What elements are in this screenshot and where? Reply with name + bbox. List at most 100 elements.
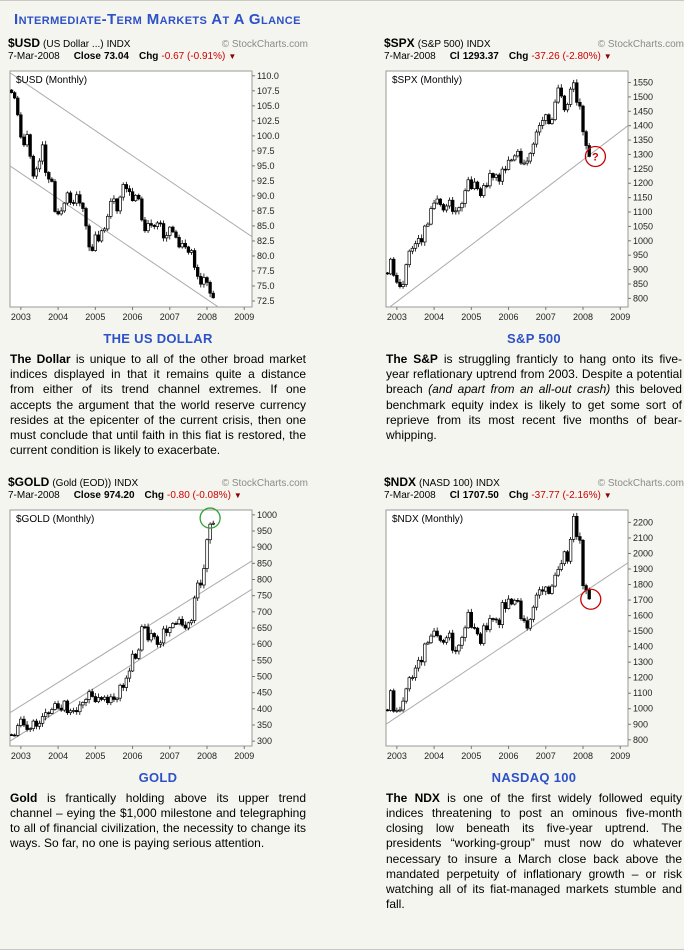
gold-header-line2: 7-Mar-2008 Close 974.20 Chg -0.80 (-0.08%) ▼ [8,490,308,501]
svg-text:2008: 2008 [197,751,217,761]
page-title: Intermediate-Term Markets At A Glance [14,11,301,28]
svg-text:2008: 2008 [573,751,593,761]
svg-text:750: 750 [257,590,272,600]
svg-text:80.0: 80.0 [257,251,275,261]
commentary-text: is unique to all of the other broad mark… [10,352,306,458]
ndx-header-line2: 7-Mar-2008 Cl 1707.50 Chg -37.77 (-2.16%) ▼ [384,490,684,501]
svg-text:2007: 2007 [536,312,556,322]
gold-header-line1: $GOLD (Gold (EOD)) INDX © StockCharts.co… [8,475,308,489]
svg-text:2007: 2007 [160,751,180,761]
svg-text:300: 300 [257,736,272,746]
quote-date: 7-Mar-2008 [384,489,436,501]
svg-text:1500: 1500 [633,92,653,102]
svg-text:$GOLD (Monthly): $GOLD (Monthly) [16,514,94,525]
commentary-text: (and apart from an all-out crash) [428,382,611,397]
svg-text:1150: 1150 [633,193,652,203]
svg-text:1300: 1300 [633,149,653,159]
svg-text:1400: 1400 [633,121,653,131]
close-value: 1707.50 [462,489,499,501]
svg-text:2006: 2006 [123,751,143,761]
svg-text:2007: 2007 [536,751,556,761]
copyright-label: © StockCharts.com [221,39,308,50]
svg-text:1700: 1700 [633,595,653,605]
ticker-description: (NASD 100) [419,477,473,489]
gold-monthly-chart: 300 350 400 450 500 550 600 650 700 750 800 850 900 9… [9,507,277,761]
usd-monthly-chart: 72.5 75.0 77.5 80.0 82.5 85.0 87.5 90.0 92.5 95.0… [9,70,280,322]
svg-text:1450: 1450 [633,106,653,116]
svg-text:2005: 2005 [85,751,105,761]
commentary-text: is frantically holding above its upper t… [10,790,306,851]
svg-text:2003: 2003 [11,312,31,322]
svg-text:2004: 2004 [424,312,444,322]
svg-text:87.5: 87.5 [257,206,275,216]
spx-header-line1: $SPX (S&P 500) INDX © StockCharts.com [384,36,684,50]
svg-text:1200: 1200 [633,178,653,188]
svg-text:650: 650 [257,623,272,633]
svg-text:1000: 1000 [633,236,653,246]
commentary-lead-in: The Dollar [10,352,71,366]
svg-text:1000: 1000 [633,703,653,713]
ticker-description: (US Dollar ...) [43,39,104,50]
svg-text:$NDX (Monthly): $NDX (Monthly) [392,514,463,525]
svg-text:72.5: 72.5 [257,296,275,306]
svg-text:75.0: 75.0 [257,281,275,291]
section-heading-spx: S&P 500 [507,331,561,346]
svg-text:950: 950 [257,526,272,536]
svg-text:1000: 1000 [257,509,277,519]
ticker-symbol: $NDX [384,474,417,489]
svg-text:2008: 2008 [573,312,593,322]
ndx-commentary: The NDX is one of the first widely follo… [386,791,682,913]
spx-monthly-chart: 800 850 900 950 1000 1050 1100 1150 1200 1250 1300… [385,70,653,322]
spx-commentary: The S&P is struggling franticly to hang … [386,352,682,443]
close-label: Close [73,51,101,62]
ticker-symbol: $USD [8,36,41,50]
svg-text:1100: 1100 [633,207,652,217]
usd-header-line2: 7-Mar-2008 Close 73.04 Chg -0.67 (-0.91%) ▼ [8,51,308,62]
svg-text:2004: 2004 [48,751,68,761]
usd-header-line1: $USD (US Dollar ...) INDX © StockCharts.… [8,36,308,50]
svg-text:1200: 1200 [633,672,653,682]
svg-text:1400: 1400 [633,641,653,651]
svg-text:2007: 2007 [160,312,180,322]
close-label: Close [73,489,101,501]
svg-text:1550: 1550 [633,78,653,88]
chg-label: Chg [508,489,529,501]
svg-text:2009: 2009 [234,751,254,761]
copyright-label: © StockCharts.com [597,477,684,489]
svg-text:2004: 2004 [48,312,68,322]
svg-text:1300: 1300 [633,657,653,667]
svg-text:110.0: 110.0 [257,71,279,81]
svg-text:400: 400 [257,703,272,713]
svg-text:700: 700 [257,606,272,616]
commentary-lead-in: The S&P [386,352,438,366]
chg-value: -37.26 (-2.80%) [531,51,601,62]
ticker-description: (Gold (EOD)) [52,477,112,489]
svg-text:2005: 2005 [461,312,481,322]
commentary-text: is one of the first widely followed equi… [386,790,682,912]
svg-text:$SPX (Monthly): $SPX (Monthly) [392,75,462,86]
svg-text:1500: 1500 [633,626,653,636]
chart-panel-ndx: $NDX (NASD 100) INDX © StockCharts.com 7… [384,475,684,913]
quote-date: 7-Mar-2008 [8,489,60,501]
chg-value: -0.67 (-0.91%) [161,51,226,62]
ndx-monthly-chart: 800 900 1000 1100 1200 1300 1400 1500 1600 1700 18… [385,509,653,761]
chart-panel-usd: $USD (US Dollar ...) INDX © StockCharts.… [8,36,312,459]
svg-text:2005: 2005 [85,312,105,322]
chg-label: Chg [138,51,159,62]
svg-text:800: 800 [633,293,648,303]
close-value: 1293.37 [462,51,499,62]
gold-commentary: Gold is frantically holding above its up… [10,791,306,852]
commentary-lead-in: The NDX [386,790,440,805]
svg-text:107.5: 107.5 [257,86,280,96]
down-triangle-icon: ▼ [233,490,242,500]
section-heading-usd: THE US DOLLAR [103,331,213,346]
commentary-lead-in: Gold [10,790,38,805]
chart-panel-spx: $SPX (S&P 500) INDX © StockCharts.com 7-… [384,36,684,459]
copyright-label: © StockCharts.com [221,477,308,489]
svg-text:2003: 2003 [387,751,407,761]
section-heading-gold: GOLD [138,769,178,785]
usd-commentary: The Dollar is unique to all of the other… [10,352,306,459]
svg-text:600: 600 [257,639,272,649]
svg-text:2006: 2006 [499,312,519,322]
commentary-text: this beloved benchmark equity index is l… [386,382,682,443]
